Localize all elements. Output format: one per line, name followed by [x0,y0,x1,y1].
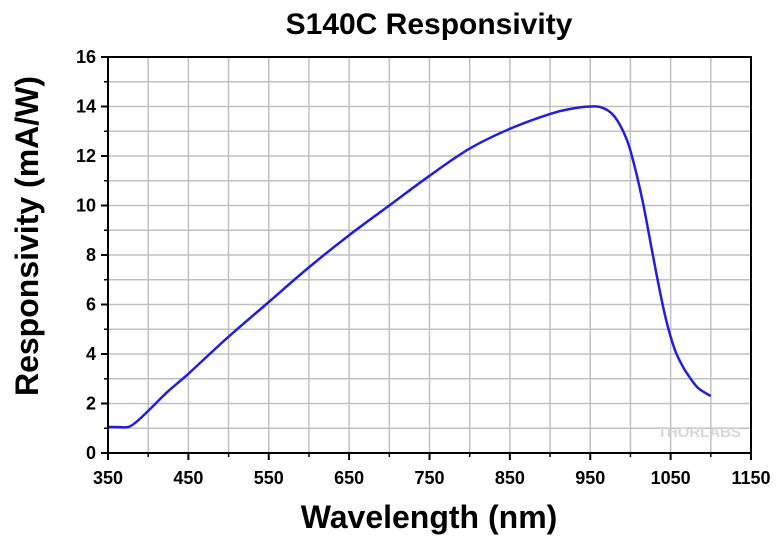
y-tick-label: 16 [76,47,96,67]
x-tick-label: 650 [334,468,364,488]
x-tick-labels: 350 450 550 650 750 850 950 1050 1150 [93,468,771,488]
x-tick-label: 550 [254,468,284,488]
x-tick-label: 450 [173,468,203,488]
x-tick-label: 850 [495,468,525,488]
y-tick-label: 14 [76,97,96,117]
thorlabs-watermark: THORLABS [658,424,741,441]
y-tick-label: 4 [86,344,96,364]
x-tick-label: 350 [93,468,123,488]
y-tick-label: 10 [76,196,96,216]
x-tick-label: 950 [575,468,605,488]
y-axis-label: Responsivity (mA/W) [9,76,45,396]
y-tick-label: 6 [86,295,96,315]
chart-title: S140C Responsivity [286,8,573,41]
x-tick-label: 750 [414,468,444,488]
axis-ticks [101,56,752,460]
responsivity-line [108,105,712,429]
y-tick-labels: 0 2 4 6 8 10 12 14 16 [76,47,96,463]
y-tick-label: 12 [76,146,96,166]
grid [108,57,751,453]
x-tick-label: 1050 [651,468,691,488]
y-tick-label: 0 [86,443,96,463]
x-axis-label: Wavelength (nm) [301,499,558,535]
y-tick-label: 8 [86,245,96,265]
x-tick-label: 1150 [731,468,770,488]
y-tick-label: 2 [86,394,96,414]
